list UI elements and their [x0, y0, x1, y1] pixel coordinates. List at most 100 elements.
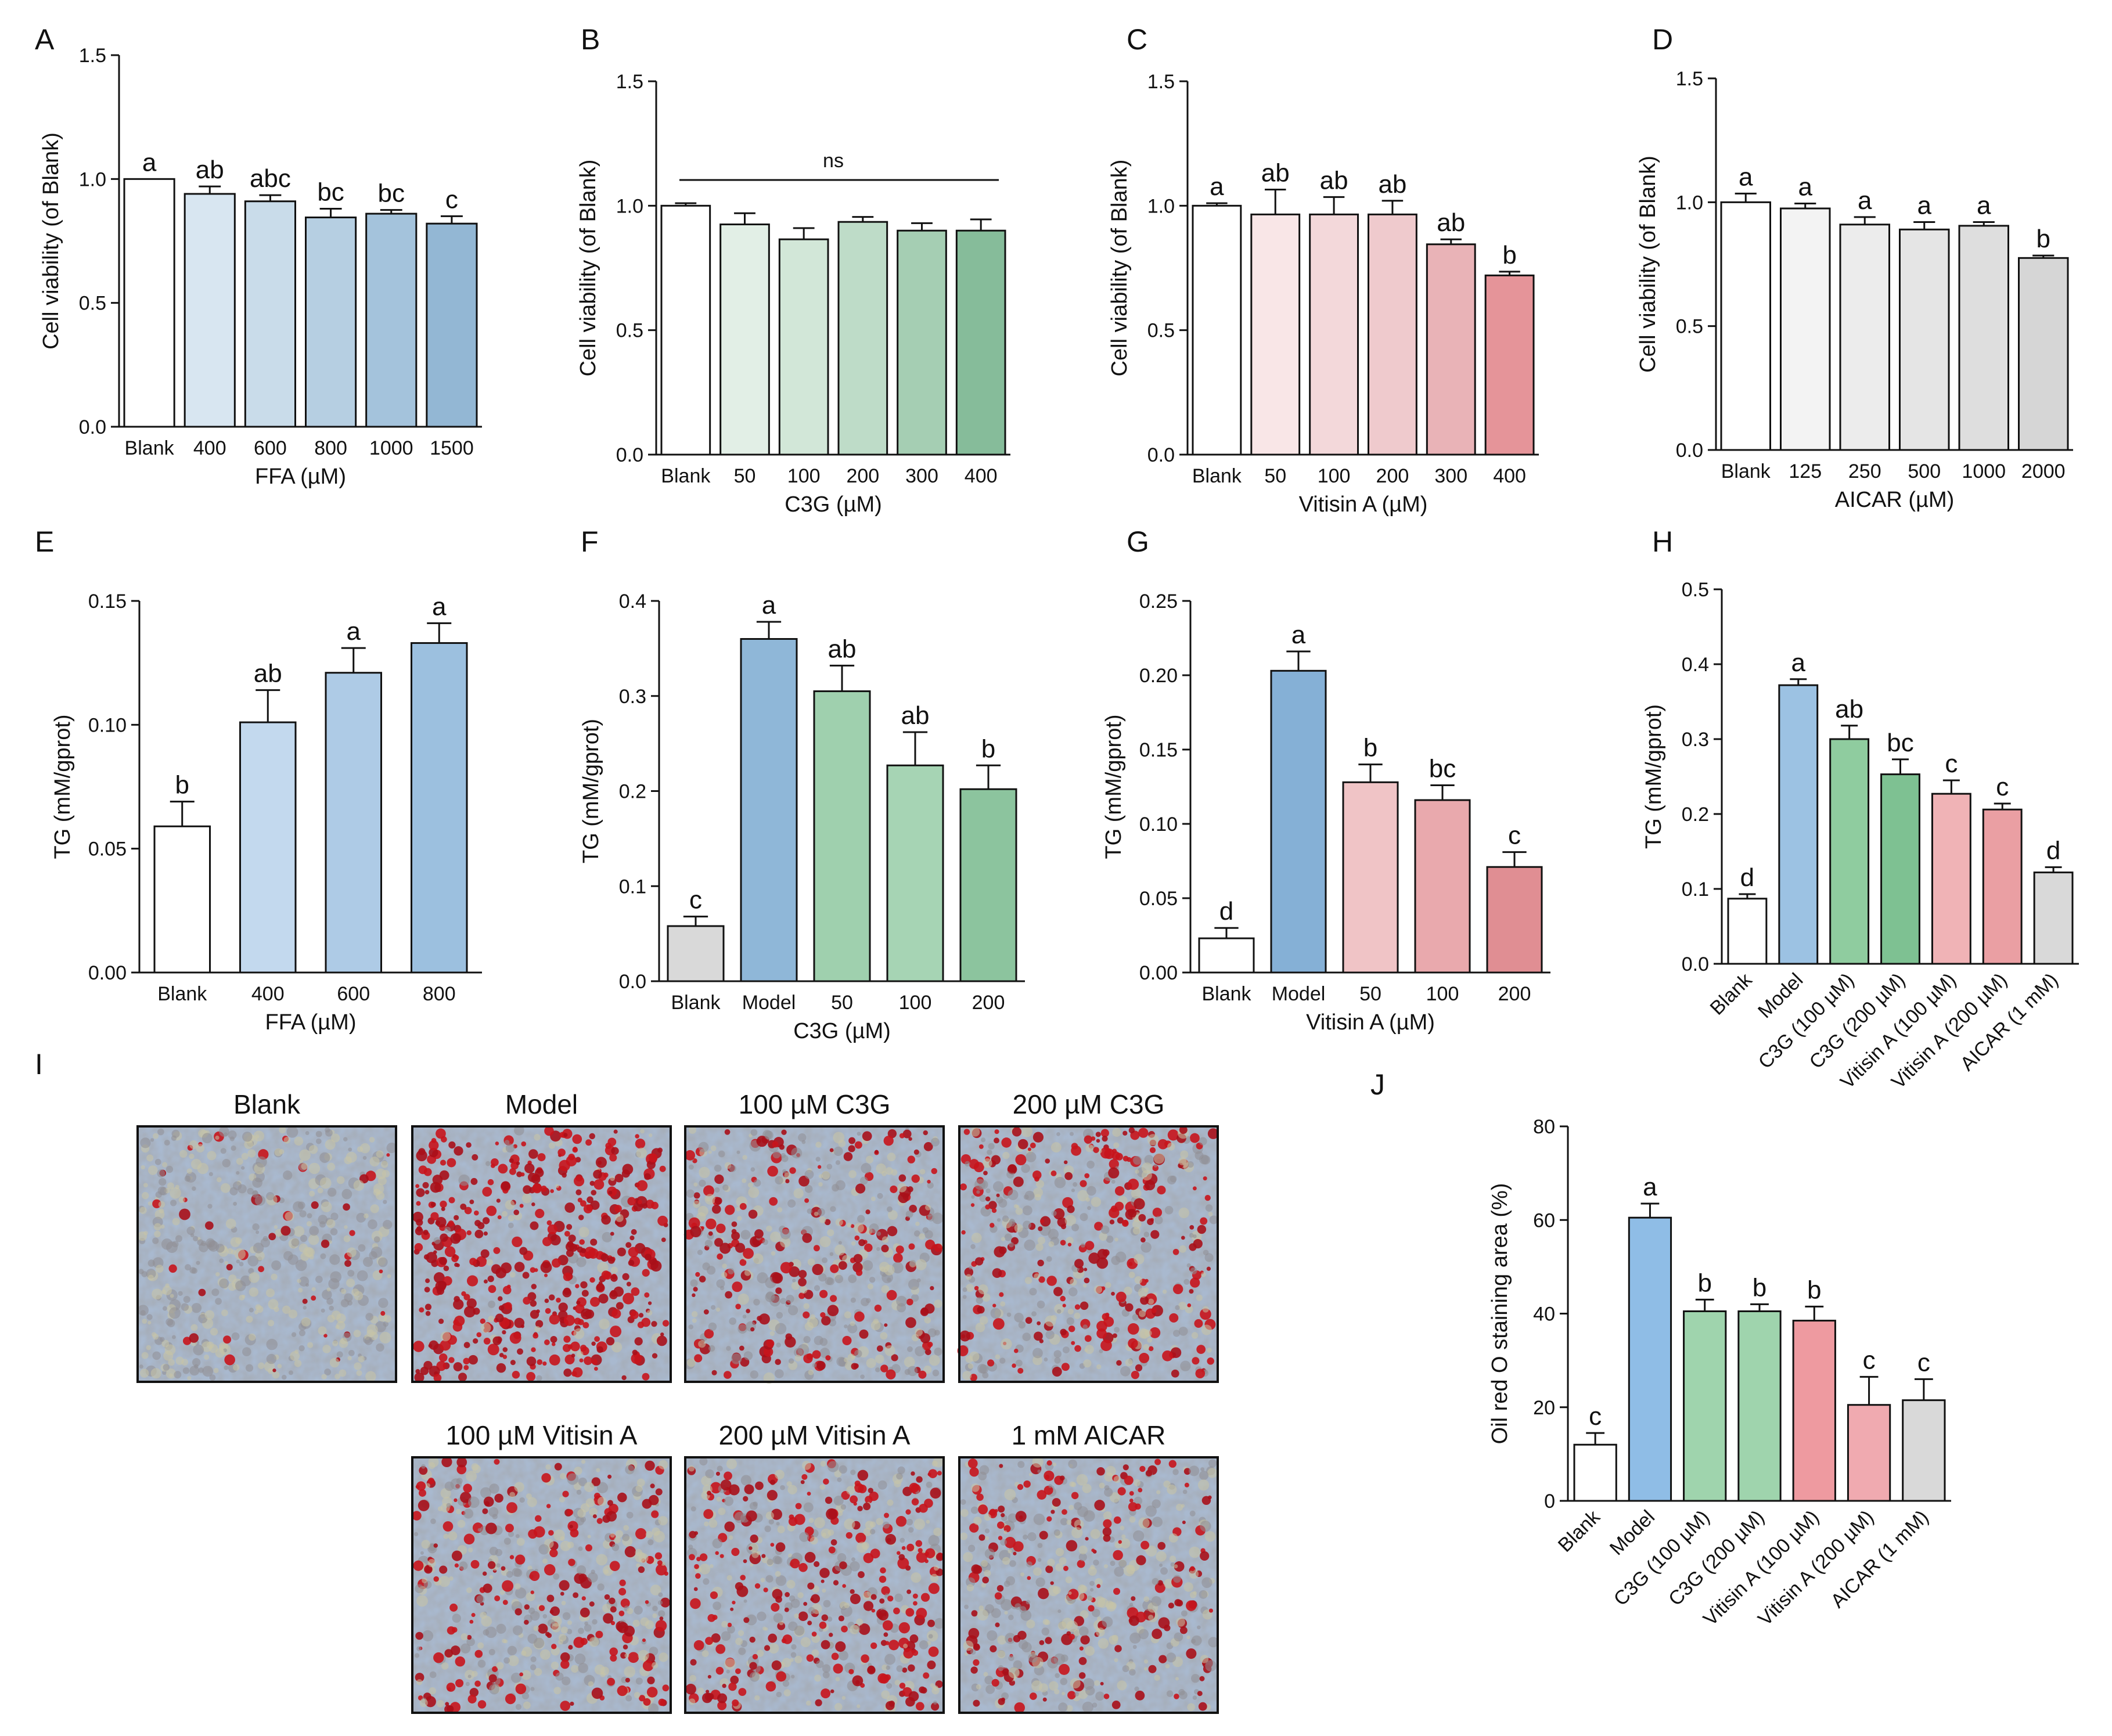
- stained-cell: [593, 1492, 600, 1499]
- stained-cell: [837, 1477, 842, 1482]
- stained-cell: [502, 1355, 508, 1359]
- stained-cell: [155, 1265, 164, 1273]
- stained-cell: [282, 1305, 291, 1314]
- stained-cell: [170, 1200, 177, 1206]
- stained-cell: [441, 1456, 452, 1468]
- stained-cell: [346, 1278, 355, 1288]
- stained-cell: [1088, 1566, 1097, 1576]
- stained-cell: [780, 1262, 792, 1274]
- stained-cell: [904, 1356, 915, 1368]
- stained-cell: [215, 1298, 222, 1305]
- stained-cell: [452, 1322, 463, 1332]
- stained-cell: [1077, 1559, 1085, 1568]
- stained-cell: [589, 1277, 595, 1283]
- stained-cell: [885, 1533, 897, 1545]
- stained-cell: [854, 1235, 860, 1241]
- x-category-label: C3G (100 µM): [1610, 1506, 1714, 1611]
- stained-cell: [983, 1158, 992, 1168]
- stained-cell: [829, 1633, 833, 1637]
- x-category-label: 1000: [1962, 460, 2006, 482]
- stained-cell: [291, 1332, 297, 1337]
- stained-cell: [879, 1598, 885, 1604]
- stained-cell: [1029, 1288, 1037, 1296]
- stained-cell: [685, 1684, 696, 1695]
- stained-cell: [152, 1237, 159, 1244]
- stained-cell: [724, 1496, 734, 1506]
- stained-cell: [428, 1344, 433, 1348]
- stained-cell: [516, 1161, 520, 1165]
- stained-cell: [743, 1496, 749, 1502]
- y-axis-label: TG (mM/gprot): [1102, 714, 1126, 859]
- stained-cell: [1014, 1702, 1025, 1713]
- stained-cell: [716, 1496, 722, 1502]
- stained-cell: [1197, 1224, 1207, 1234]
- stained-cell: [909, 1634, 919, 1643]
- stained-cell: [1111, 1255, 1121, 1265]
- stained-cell: [1051, 1211, 1057, 1216]
- y-tick-label: 0.1: [1682, 878, 1709, 901]
- stained-cell: [330, 1212, 339, 1220]
- stained-cell: [850, 1593, 861, 1604]
- stained-cell: [750, 1327, 755, 1332]
- stained-cell: [315, 1130, 322, 1137]
- bar: [1727, 898, 1768, 965]
- x-category-label: Blank: [661, 465, 711, 487]
- stained-cell: [283, 1170, 293, 1180]
- stained-cell: [256, 1156, 267, 1168]
- stained-cell: [647, 1676, 655, 1684]
- stained-cell: [1022, 1332, 1031, 1341]
- y-tick-label: 0.05: [1139, 888, 1178, 910]
- stained-cell: [181, 1303, 189, 1311]
- stained-cell: [519, 1672, 524, 1677]
- stained-cell: [433, 1652, 444, 1663]
- stained-cell: [864, 1243, 873, 1252]
- stained-cell: [380, 1311, 386, 1316]
- stained-cell: [1169, 1313, 1179, 1323]
- stained-cell: [348, 1350, 355, 1356]
- stained-cell: [474, 1210, 479, 1216]
- stained-cell: [154, 1158, 161, 1165]
- stained-cell: [798, 1611, 808, 1622]
- stained-cell: [1024, 1239, 1035, 1251]
- stained-cell: [192, 1186, 196, 1191]
- stained-cell: [803, 1336, 811, 1344]
- stained-cell: [1054, 1688, 1060, 1695]
- stained-cell: [1200, 1551, 1210, 1561]
- stained-cell: [888, 1640, 900, 1651]
- stained-cell: [143, 1183, 148, 1188]
- micrograph-texture: [685, 1126, 944, 1382]
- stained-cell: [344, 1293, 353, 1302]
- significance-letter: bc: [378, 179, 405, 208]
- stained-cell: [503, 1537, 511, 1545]
- stained-cell: [529, 1571, 540, 1582]
- stained-cell: [534, 1326, 541, 1332]
- stained-cell: [348, 1147, 352, 1152]
- stained-cell: [848, 1137, 856, 1144]
- stained-cell: [527, 1497, 537, 1507]
- stained-cell: [187, 1375, 192, 1381]
- stained-cell: [454, 1563, 459, 1568]
- stained-cell: [1179, 1126, 1188, 1134]
- stained-cell: [903, 1643, 908, 1648]
- stained-cell: [1174, 1599, 1182, 1607]
- stained-cell: [1173, 1575, 1181, 1583]
- stained-cell: [422, 1630, 434, 1642]
- stained-cell: [698, 1340, 706, 1348]
- stained-cell: [440, 1159, 447, 1166]
- stained-cell: [697, 1687, 704, 1695]
- stained-cell: [644, 1292, 650, 1298]
- stained-cell: [1105, 1465, 1116, 1476]
- stained-cell: [578, 1477, 587, 1486]
- stained-cell: [1114, 1327, 1120, 1333]
- stained-cell: [297, 1201, 305, 1209]
- stained-cell: [724, 1658, 736, 1670]
- stained-cell: [185, 1264, 192, 1271]
- stained-cell: [715, 1666, 724, 1675]
- stained-cell: [1096, 1584, 1101, 1589]
- stained-cell: [686, 1189, 695, 1198]
- y-tick-label: 1.0: [79, 168, 106, 190]
- stained-cell: [882, 1236, 889, 1243]
- stained-cell: [911, 1498, 919, 1506]
- stained-cell: [515, 1534, 520, 1539]
- stained-cell: [1061, 1363, 1070, 1371]
